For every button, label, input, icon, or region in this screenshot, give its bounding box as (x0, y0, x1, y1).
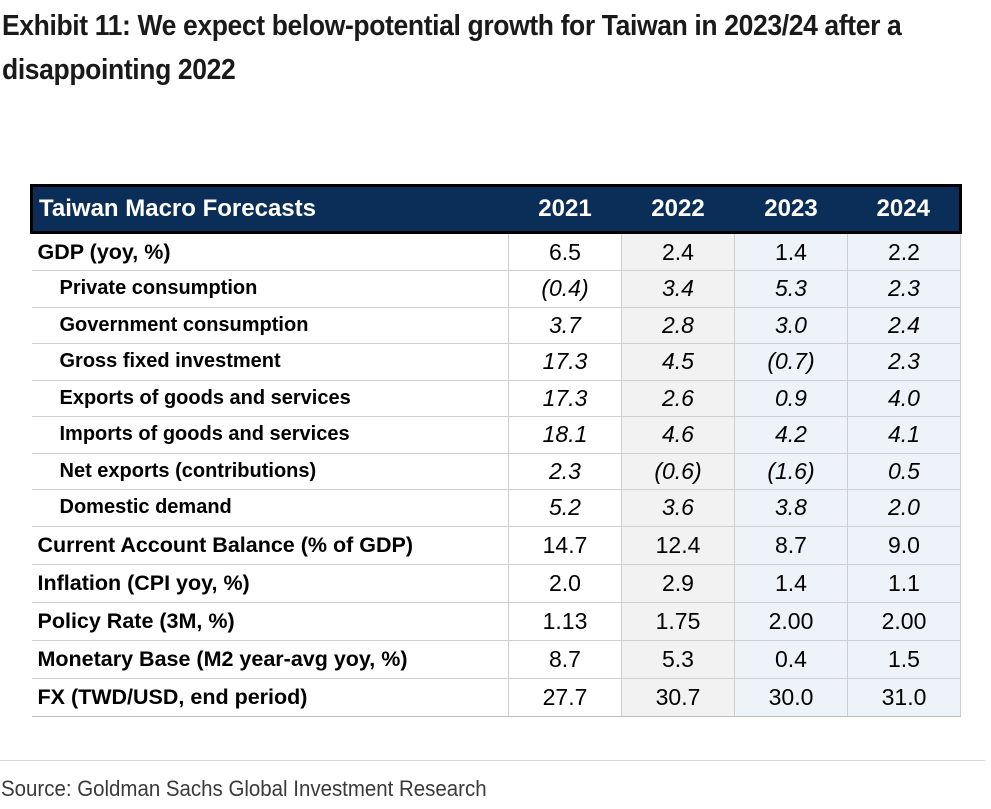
table-header-row: Taiwan Macro Forecasts 2021 2022 2023 20… (30, 184, 962, 234)
table-cell: 3.7 (508, 306, 622, 344)
table-cell: 0.9 (734, 379, 848, 417)
table-cell: 4.0 (847, 379, 961, 417)
table-cell: 4.1 (847, 416, 961, 454)
table-cell: (0.7) (734, 343, 848, 381)
table-cell: 1.5 (847, 639, 961, 679)
year-header: 2022 (621, 184, 735, 234)
table-row: Government consumption 3.7 2.8 3.0 2.4 (31, 306, 961, 344)
row-label: Monetary Base (M2 year-avg yoy, %) (31, 639, 509, 679)
table-cell: 2.3 (508, 452, 622, 490)
source-note: Source: Goldman Sachs Global Investment … (1, 776, 487, 801)
table-cell: 2.8 (621, 306, 735, 344)
table-cell: 3.6 (621, 489, 735, 527)
table-cell: 2.6 (621, 379, 735, 417)
row-label: Exports of goods and services (31, 379, 509, 417)
table-cell: 31.0 (847, 677, 961, 717)
year-header: 2023 (734, 184, 848, 234)
table-header-title: Taiwan Macro Forecasts (30, 184, 509, 234)
table-cell: 4.2 (734, 416, 848, 454)
table-cell: 2.0 (508, 563, 622, 603)
year-header: 2021 (508, 184, 622, 234)
table-cell: 30.0 (734, 677, 848, 717)
row-label: Gross fixed investment (31, 343, 509, 381)
table-cell: 2.2 (847, 232, 961, 271)
row-label: Government consumption (31, 306, 509, 344)
table-cell: 17.3 (508, 343, 622, 381)
table-cell: 17.3 (508, 379, 622, 417)
forecast-table: Taiwan Macro Forecasts 2021 2022 2023 20… (30, 184, 962, 717)
table-cell: 2.00 (734, 601, 848, 641)
row-label: Imports of goods and services (31, 416, 509, 454)
source-divider (0, 760, 985, 761)
table-cell: 9.0 (847, 525, 961, 565)
row-label: Current Account Balance (% of GDP) (31, 525, 509, 565)
row-label: Policy Rate (3M, %) (31, 601, 509, 641)
table-cell: 2.00 (847, 601, 961, 641)
row-label: GDP (yoy, %) (31, 232, 509, 271)
table-row: Private consumption (0.4) 3.4 5.3 2.3 (31, 270, 961, 308)
table-cell: 0.5 (847, 452, 961, 490)
table-cell: (1.6) (734, 452, 848, 490)
table-cell: 1.13 (508, 601, 622, 641)
table-cell: 18.1 (508, 416, 622, 454)
table-row: Gross fixed investment 17.3 4.5 (0.7) 2.… (31, 343, 961, 381)
table-cell: 3.8 (734, 489, 848, 527)
table-cell: (0.6) (621, 452, 735, 490)
table-cell: 1.75 (621, 601, 735, 641)
table-cell: 5.3 (734, 270, 848, 308)
table-cell: 30.7 (621, 677, 735, 717)
table-cell: 2.4 (621, 232, 735, 271)
table-cell: 3.0 (734, 306, 848, 344)
table-cell: 1.4 (734, 563, 848, 603)
table-row: Inflation (CPI yoy, %) 2.0 2.9 1.4 1.1 (31, 563, 961, 603)
table-cell: 14.7 (508, 525, 622, 565)
table-cell: 12.4 (621, 525, 735, 565)
table-row: Domestic demand 5.2 3.6 3.8 2.0 (31, 489, 961, 527)
table-cell: 8.7 (508, 639, 622, 679)
table-cell: 1.1 (847, 563, 961, 603)
table-cell: 2.9 (621, 563, 735, 603)
table-cell: 8.7 (734, 525, 848, 565)
table-cell: 0.4 (734, 639, 848, 679)
table-cell: 2.3 (847, 343, 961, 381)
table-row: GDP (yoy, %) 6.5 2.4 1.4 2.2 (31, 232, 961, 271)
table-row: FX (TWD/USD, end period) 27.7 30.7 30.0 … (31, 677, 961, 717)
table-row: Policy Rate (3M, %) 1.13 1.75 2.00 2.00 (31, 601, 961, 641)
table-cell: 1.4 (734, 232, 848, 271)
table-row: Imports of goods and services 18.1 4.6 4… (31, 416, 961, 454)
table-cell: 5.3 (621, 639, 735, 679)
table-cell: 5.2 (508, 489, 622, 527)
table-row: Monetary Base (M2 year-avg yoy, %) 8.7 5… (31, 639, 961, 679)
table-cell: 6.5 (508, 232, 622, 271)
table-cell: 2.4 (847, 306, 961, 344)
table-cell: (0.4) (508, 270, 622, 308)
table-cell: 2.3 (847, 270, 961, 308)
row-label: Net exports (contributions) (31, 452, 509, 490)
table-row: Net exports (contributions) 2.3 (0.6) (1… (31, 452, 961, 490)
table-row: Exports of goods and services 17.3 2.6 0… (31, 379, 961, 417)
exhibit-title: Exhibit 11: We expect below-potential gr… (2, 10, 902, 86)
table-cell: 4.6 (621, 416, 735, 454)
table-cell: 4.5 (621, 343, 735, 381)
row-label: Domestic demand (31, 489, 509, 527)
row-label: Private consumption (31, 270, 509, 308)
table-row: Current Account Balance (% of GDP) 14.7 … (31, 525, 961, 565)
table-cell: 2.0 (847, 489, 961, 527)
row-label: FX (TWD/USD, end period) (31, 677, 509, 717)
table-cell: 27.7 (508, 677, 622, 717)
year-header: 2024 (847, 184, 962, 234)
row-label: Inflation (CPI yoy, %) (31, 563, 509, 603)
table-cell: 3.4 (621, 270, 735, 308)
